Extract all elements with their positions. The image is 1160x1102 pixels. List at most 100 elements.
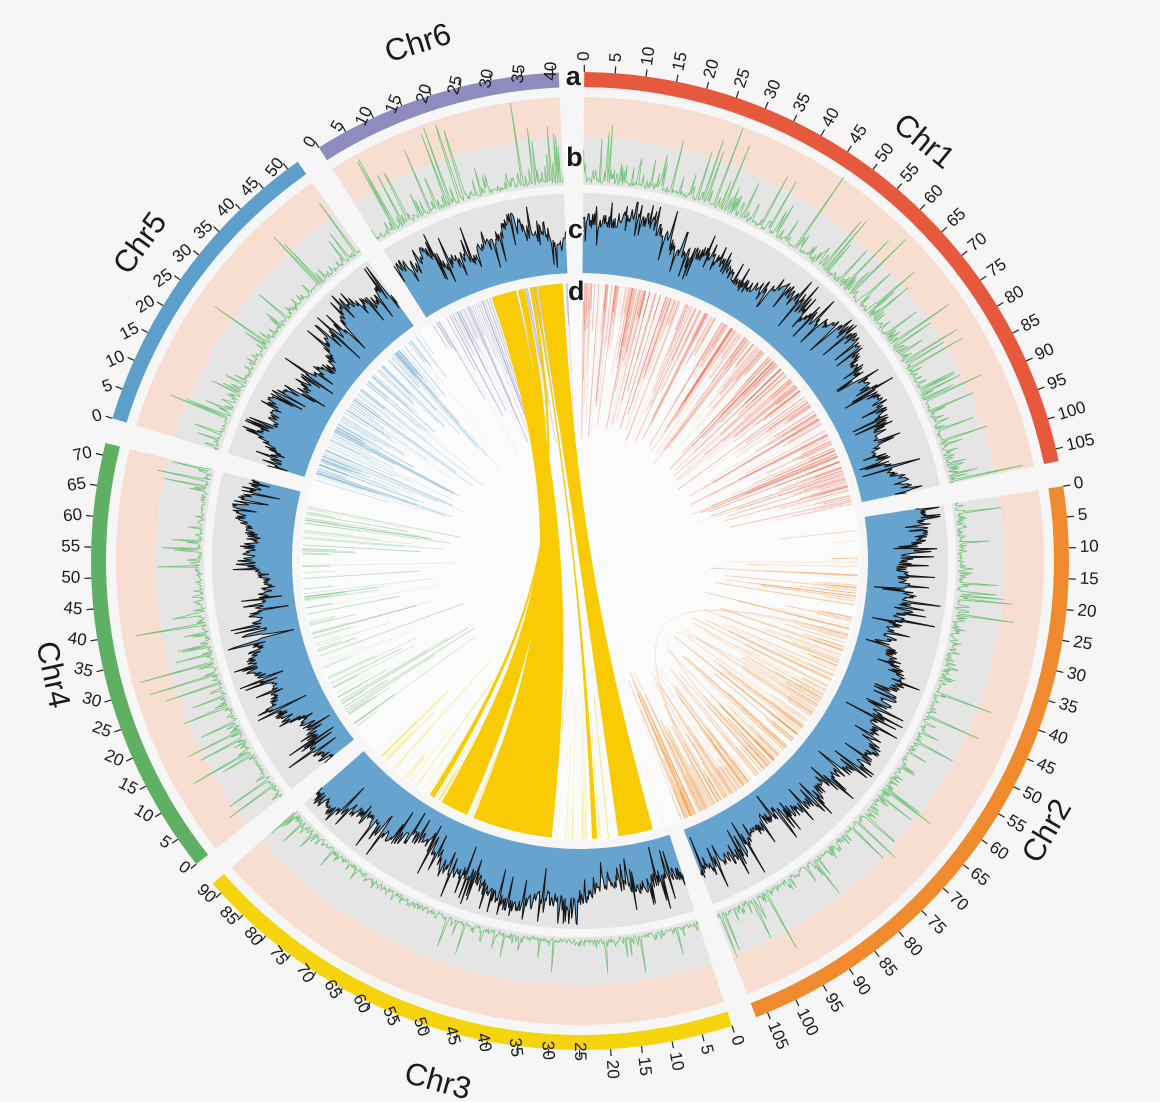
tile-Chr1 bbox=[700, 419, 820, 490]
tile-Chr2 bbox=[775, 671, 822, 699]
tile-Chr2 bbox=[818, 637, 845, 648]
tile-Chr2 bbox=[679, 673, 765, 770]
tile-Chr2 bbox=[778, 714, 801, 732]
link-ribbon-Chr2-Chr2[interactable] bbox=[654, 609, 849, 806]
tile-Chr2 bbox=[701, 774, 719, 803]
tile-Chr3 bbox=[381, 691, 449, 757]
tile-Chr5 bbox=[398, 349, 440, 398]
tile-Chr3 bbox=[571, 809, 574, 839]
tile-Chr1 bbox=[657, 297, 669, 327]
tick-label: 5 bbox=[156, 831, 175, 852]
tile-Chr6 bbox=[464, 307, 479, 338]
tick-mark bbox=[311, 972, 317, 979]
tile-Chr2 bbox=[688, 728, 732, 795]
tick-mark bbox=[1066, 609, 1074, 611]
tile-Chr5 bbox=[323, 452, 363, 470]
tile-Chr1 bbox=[656, 304, 688, 377]
tile-Chr1 bbox=[691, 433, 828, 504]
link-ribbon-Chr3-Chr6[interactable] bbox=[473, 290, 564, 838]
tile-Chr5 bbox=[324, 451, 466, 513]
tile-Chr1 bbox=[595, 284, 609, 408]
tile-Chr1 bbox=[719, 361, 774, 418]
tile-Chr1 bbox=[791, 413, 817, 430]
tile-Chr1 bbox=[625, 301, 680, 441]
chromosome-arc-Chr6[interactable] bbox=[318, 72, 560, 161]
tile-Chr5 bbox=[380, 366, 440, 424]
tile-Chr5 bbox=[419, 333, 435, 356]
tick-label: 105 bbox=[764, 1019, 792, 1052]
tick-mark bbox=[282, 163, 289, 170]
tile-Chr4 bbox=[304, 522, 451, 544]
tile-Chr2 bbox=[822, 610, 853, 618]
tile-Chr2 bbox=[673, 675, 757, 777]
tile-Chr5 bbox=[315, 475, 422, 511]
tile-Chr6 bbox=[566, 283, 575, 432]
link-ribbon-Chr3-Chr6[interactable] bbox=[538, 283, 653, 837]
tile-Chr6 bbox=[469, 305, 491, 353]
tile-Chr5 bbox=[395, 352, 488, 457]
chromosome-arc-Chr2[interactable] bbox=[750, 486, 1069, 1018]
tile-Chr2 bbox=[736, 747, 759, 775]
tile-Chr6 bbox=[457, 310, 474, 343]
tile-Chr1 bbox=[613, 285, 618, 313]
tile-Chr2 bbox=[717, 763, 737, 792]
tick-mark bbox=[258, 182, 264, 189]
tile-Chr2 bbox=[736, 644, 826, 693]
track-b-line-Chr5 bbox=[170, 202, 361, 451]
tile-Chr2 bbox=[824, 596, 856, 602]
tile-Chr1 bbox=[710, 453, 837, 507]
tile-Chr4 bbox=[307, 506, 461, 538]
track-c-area-Chr2 bbox=[683, 507, 941, 887]
tile-Chr4 bbox=[312, 625, 357, 640]
tile-Chr1 bbox=[619, 294, 661, 429]
tile-Chr1 bbox=[672, 340, 751, 442]
tile-Chr4 bbox=[354, 635, 477, 725]
tile-Chr1 bbox=[612, 285, 617, 312]
tick-label: 30 bbox=[760, 77, 785, 102]
tile-Chr2 bbox=[718, 758, 741, 789]
link-ribbon-Chr3-Chr6[interactable] bbox=[429, 287, 550, 798]
tile-Chr1 bbox=[745, 456, 838, 495]
tile-Chr2 bbox=[672, 781, 689, 818]
tick-label: 5 bbox=[99, 375, 115, 396]
tick-mark bbox=[428, 88, 432, 96]
link-ribbon-Chr3-Chr6[interactable] bbox=[441, 288, 549, 816]
tile-Chr1 bbox=[614, 285, 620, 316]
tile-Chr2 bbox=[691, 778, 708, 809]
link-ribbon-Chr3-Chr6[interactable] bbox=[533, 286, 598, 839]
tile-Chr1 bbox=[692, 365, 778, 450]
chromosome-arc-Chr1[interactable] bbox=[584, 72, 1059, 464]
tile-Chr2 bbox=[658, 762, 683, 820]
tile-Chr4 bbox=[302, 570, 336, 574]
chromosome-arc-Chr5[interactable] bbox=[112, 161, 307, 423]
tick-mark bbox=[90, 639, 98, 642]
tile-Chr2 bbox=[791, 695, 815, 711]
tile-Chr5 bbox=[342, 416, 405, 455]
tile-Chr2 bbox=[703, 765, 725, 800]
tile-Chr1 bbox=[675, 303, 687, 330]
tile-Chr1 bbox=[610, 289, 642, 424]
tile-Chr3 bbox=[567, 810, 571, 839]
tile-Chr5 bbox=[350, 403, 375, 420]
tile-Chr1 bbox=[800, 444, 833, 460]
tile-Chr1 bbox=[797, 442, 833, 460]
tile-Chr1 bbox=[642, 291, 651, 318]
tile-Chr6 bbox=[537, 286, 559, 416]
tile-Chr1 bbox=[636, 304, 689, 427]
chromosome-arc-Chr3[interactable] bbox=[212, 873, 732, 1051]
track-b-line-Chr3 bbox=[271, 811, 699, 974]
tile-Chr1 bbox=[644, 297, 671, 372]
chromosome-arc-Chr4[interactable] bbox=[91, 442, 209, 865]
tile-Chr5 bbox=[355, 396, 381, 416]
tile-Chr1 bbox=[588, 283, 591, 326]
tile-Chr2 bbox=[682, 786, 696, 815]
tile-Chr5 bbox=[403, 345, 446, 397]
tile-Chr6 bbox=[473, 303, 497, 359]
track-b-line-Chr1 bbox=[583, 124, 1023, 484]
tile-Chr1 bbox=[686, 376, 789, 467]
tile-Chr1 bbox=[817, 469, 843, 480]
tick-label: 40 bbox=[817, 104, 843, 130]
tile-Chr6 bbox=[458, 310, 472, 336]
tile-Chr6 bbox=[486, 299, 500, 336]
link-ribbon-Chr2-Chr2[interactable] bbox=[666, 631, 818, 770]
